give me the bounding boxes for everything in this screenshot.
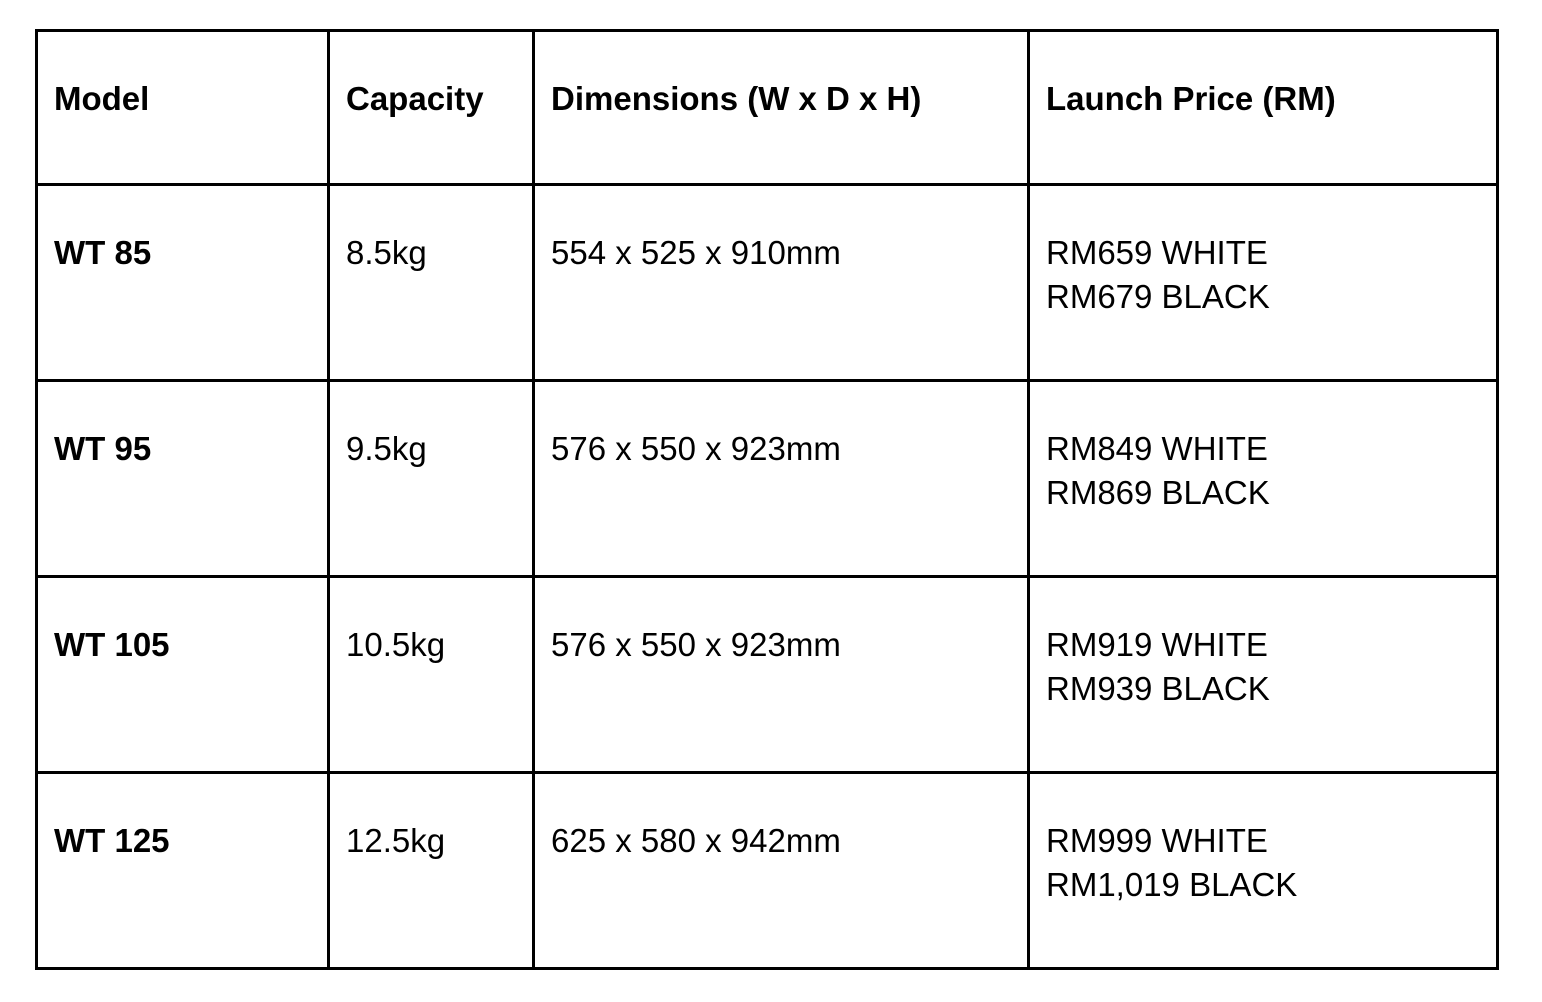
table-row: WT 105 10.5kg 576 x 550 x 923mm RM919 WH… (35, 575, 1499, 774)
capacity-cell: 8.5kg (327, 183, 535, 382)
dimensions-cell: 554 x 525 x 910mm (532, 183, 1030, 382)
header-model: Model (35, 29, 330, 186)
price-cell: RM849 WHITE RM869 BLACK (1027, 379, 1499, 578)
price-cell: RM919 WHITE RM939 BLACK (1027, 575, 1499, 774)
model-cell: WT 85 (35, 183, 330, 382)
capacity-cell: 9.5kg (327, 379, 535, 578)
model-cell: WT 105 (35, 575, 330, 774)
dimensions-cell: 625 x 580 x 942mm (532, 771, 1030, 970)
table-row: WT 85 8.5kg 554 x 525 x 910mm RM659 WHIT… (35, 183, 1499, 382)
header-capacity: Capacity (327, 29, 535, 186)
table-row: WT 95 9.5kg 576 x 550 x 923mm RM849 WHIT… (35, 379, 1499, 578)
price-white: RM659 WHITE (1046, 234, 1268, 271)
capacity-cell: 12.5kg (327, 771, 535, 970)
price-black: RM869 BLACK (1046, 474, 1270, 511)
table-row: WT 125 12.5kg 625 x 580 x 942mm RM999 WH… (35, 771, 1499, 970)
header-dimensions: Dimensions (W x D x H) (532, 29, 1030, 186)
price-white: RM919 WHITE (1046, 626, 1268, 663)
dimensions-cell: 576 x 550 x 923mm (532, 575, 1030, 774)
table-header-row: Model Capacity Dimensions (W x D x H) La… (35, 29, 1499, 186)
spec-table: Model Capacity Dimensions (W x D x H) La… (35, 29, 1499, 970)
price-white: RM999 WHITE (1046, 822, 1268, 859)
header-price: Launch Price (RM) (1027, 29, 1499, 186)
model-cell: WT 95 (35, 379, 330, 578)
price-white: RM849 WHITE (1046, 430, 1268, 467)
price-black: RM679 BLACK (1046, 278, 1270, 315)
price-cell: RM659 WHITE RM679 BLACK (1027, 183, 1499, 382)
capacity-cell: 10.5kg (327, 575, 535, 774)
price-black: RM1,019 BLACK (1046, 866, 1298, 903)
price-black: RM939 BLACK (1046, 670, 1270, 707)
model-cell: WT 125 (35, 771, 330, 970)
price-cell: RM999 WHITE RM1,019 BLACK (1027, 771, 1499, 970)
dimensions-cell: 576 x 550 x 923mm (532, 379, 1030, 578)
